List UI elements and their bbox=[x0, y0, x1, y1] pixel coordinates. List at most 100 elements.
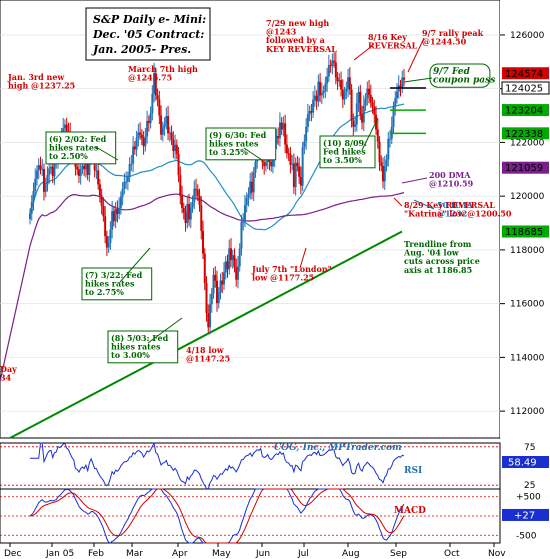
annotation-pointer bbox=[413, 199, 435, 210]
candle-body bbox=[355, 103, 358, 125]
candle-body bbox=[147, 120, 150, 124]
candle-body bbox=[146, 120, 149, 137]
annotation-text: "Katrina" low @1200.50 bbox=[404, 209, 512, 219]
candle-body bbox=[191, 202, 194, 208]
candle-body bbox=[42, 169, 45, 192]
candle-body bbox=[151, 93, 154, 114]
candle-body bbox=[394, 98, 397, 107]
price-tag-box bbox=[502, 67, 549, 80]
candle-body bbox=[224, 261, 227, 273]
title-line-1: S&P Daily e- Mini: bbox=[93, 13, 206, 26]
candle-body bbox=[149, 113, 152, 124]
candle-body bbox=[291, 163, 294, 165]
candle-body bbox=[228, 248, 231, 270]
macd-tick-label: +500 bbox=[516, 493, 541, 503]
annotation-pointer bbox=[401, 177, 428, 184]
candle-body bbox=[81, 165, 84, 170]
annotation-text: Trendline from bbox=[404, 239, 472, 249]
candle-body bbox=[313, 95, 316, 100]
annotation-text: hikes rates bbox=[209, 139, 259, 149]
candle-body bbox=[196, 189, 199, 196]
candle-body bbox=[76, 166, 79, 170]
price-tag-label: 122338 bbox=[505, 129, 543, 140]
rsi-tick-label: 25 bbox=[524, 481, 535, 491]
candle-body bbox=[389, 138, 392, 140]
candle-body bbox=[217, 292, 220, 304]
candle-body bbox=[371, 102, 374, 107]
candle-body bbox=[88, 156, 91, 175]
candle-body bbox=[329, 65, 332, 67]
candle-body bbox=[137, 132, 140, 138]
candle-body bbox=[301, 147, 304, 186]
annotation-text: @1243 bbox=[266, 27, 297, 37]
candle-body bbox=[46, 174, 49, 185]
candle-body bbox=[139, 132, 142, 135]
candle-body bbox=[167, 116, 170, 134]
annotation-text: @1147.25 bbox=[186, 354, 230, 364]
candle-body bbox=[86, 162, 89, 175]
y-tick-label: 118000 bbox=[510, 246, 545, 256]
price-tag-label: 124025 bbox=[505, 84, 543, 95]
candle-body bbox=[181, 195, 184, 208]
candle-body bbox=[343, 92, 346, 100]
candle-body bbox=[385, 159, 388, 167]
candle-body bbox=[142, 138, 145, 147]
candle-body bbox=[37, 165, 40, 171]
candle-body bbox=[312, 99, 315, 113]
candle-body bbox=[322, 91, 325, 93]
candle-body bbox=[193, 188, 196, 203]
candle-body bbox=[284, 123, 287, 145]
annotation-text: axis at 1186.85 bbox=[404, 265, 472, 275]
candle-body bbox=[347, 77, 350, 89]
annotation-pointer bbox=[361, 117, 379, 151]
annotation-box bbox=[81, 267, 153, 301]
annotation-text: Day bbox=[0, 364, 17, 374]
candle-body bbox=[97, 170, 100, 185]
candle-body bbox=[163, 124, 166, 128]
candle-body bbox=[209, 304, 212, 328]
annotation-text: hikes rates bbox=[85, 279, 135, 289]
x-tick-label: Dec bbox=[4, 549, 21, 559]
candle-body bbox=[264, 162, 267, 167]
candle-body bbox=[399, 85, 402, 88]
candle-body bbox=[219, 280, 222, 293]
macd-frame bbox=[0, 488, 501, 544]
candle-body bbox=[216, 280, 218, 304]
rsi-line bbox=[30, 442, 405, 490]
annotation-pointer bbox=[299, 247, 307, 269]
price-tag-label: 118685 bbox=[505, 227, 543, 238]
annotation-aug29: 8/29 Key REVERSAL"Katrina" low @1200.50 bbox=[404, 200, 512, 219]
macd-value-label: +27 bbox=[514, 510, 535, 521]
annotation-pointer bbox=[147, 317, 183, 344]
candle-body bbox=[249, 181, 252, 195]
candle-body bbox=[123, 181, 126, 189]
candle-body bbox=[299, 176, 302, 186]
annotation-pointer bbox=[403, 77, 433, 83]
annotation-text: (8) 5/03: Fed bbox=[111, 333, 169, 343]
candle-body bbox=[133, 146, 136, 150]
candle-body bbox=[172, 139, 175, 152]
candle-body bbox=[182, 207, 185, 213]
annotation-text: hikes rates bbox=[111, 342, 161, 352]
candle-body bbox=[210, 293, 213, 305]
annotation-text: 8/29 Key REVERSAL bbox=[404, 200, 495, 210]
price-tag-label: 121059 bbox=[505, 163, 543, 174]
candle-body bbox=[396, 91, 399, 99]
candle-body bbox=[107, 242, 110, 248]
annotation-text: to 3.50% bbox=[323, 155, 362, 165]
candle-body bbox=[352, 120, 355, 127]
annotation-text: (7) 3/22: Fed bbox=[85, 270, 143, 280]
annotation-text: (6) 2/02: Fed bbox=[49, 134, 107, 144]
candle-body bbox=[240, 221, 243, 249]
candle-body bbox=[392, 106, 395, 127]
x-tick-label: Jul bbox=[297, 549, 309, 559]
annotation-mar7: March 7th high@1245.75 bbox=[128, 64, 198, 83]
candle-body bbox=[327, 65, 330, 77]
candle-body bbox=[203, 253, 206, 284]
candle-body bbox=[65, 124, 68, 132]
candle-body bbox=[200, 204, 203, 231]
